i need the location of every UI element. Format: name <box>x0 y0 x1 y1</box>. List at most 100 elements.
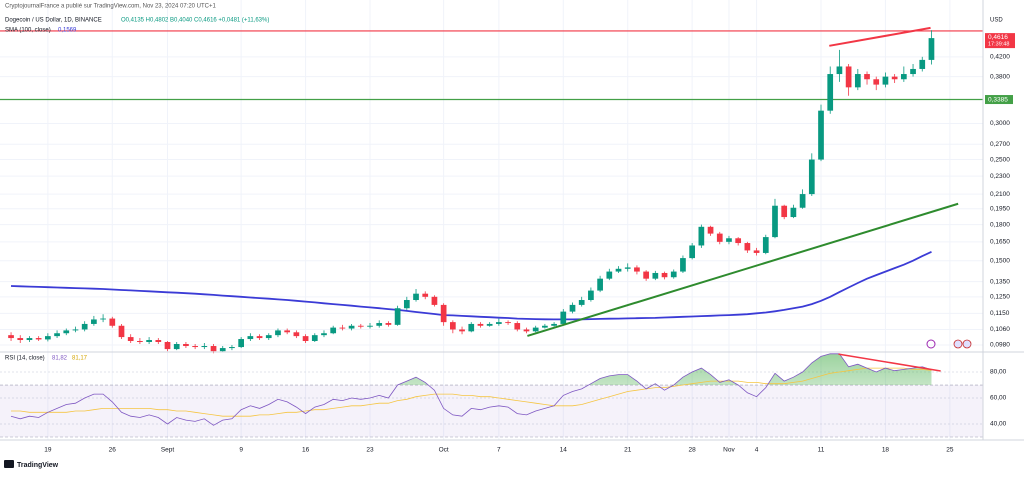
rsi-ma-line <box>11 367 932 417</box>
candle-body <box>744 243 751 251</box>
candle-body <box>928 38 935 60</box>
candle-body <box>247 336 254 340</box>
candle-body <box>762 237 769 253</box>
flag-icon <box>962 339 972 349</box>
y-tick-label: 0,1950 <box>990 205 1010 212</box>
x-tick-label: 4 <box>755 447 759 454</box>
candle-body <box>615 268 622 272</box>
rsi-overbought-fill <box>11 353 932 386</box>
x-tick-label: 16 <box>302 447 310 454</box>
candle-body <box>219 348 226 352</box>
candle-body <box>431 296 438 305</box>
x-tick-label: 26 <box>109 447 117 454</box>
candle-body <box>781 205 788 218</box>
candle-body <box>403 300 410 309</box>
level-label: 0,3385 <box>988 96 1008 103</box>
candle-body <box>357 325 364 327</box>
candle-body <box>707 226 714 234</box>
candle-body <box>542 325 548 328</box>
flag-icon <box>953 339 963 349</box>
trendline <box>829 26 931 47</box>
rsi-line <box>10 353 932 426</box>
candle-body <box>330 327 337 334</box>
candle-body <box>827 74 834 111</box>
candle-body <box>293 332 300 337</box>
y-tick-label: 0,1150 <box>990 310 1010 317</box>
candle-body <box>229 347 235 349</box>
rsi-tick-label: 40,00 <box>990 421 1007 428</box>
candle-body <box>588 290 594 301</box>
y-tick-label: 0,1800 <box>990 221 1010 228</box>
y-tick-label: 0,1060 <box>990 326 1010 333</box>
y-tick-label: 0,2500 <box>990 156 1010 163</box>
candle-body <box>735 238 742 244</box>
candle-body <box>348 325 355 329</box>
candle-body <box>496 322 502 324</box>
last-price-label: 0,4616 <box>988 34 1008 41</box>
x-tick-label: 28 <box>689 447 697 454</box>
y-tick-label: 0,3000 <box>990 120 1010 127</box>
candle-body <box>339 327 346 329</box>
x-tick-label: 14 <box>560 447 568 454</box>
x-tick-label: Sept <box>161 447 175 454</box>
y-tick-label: 0,1650 <box>990 239 1010 246</box>
candle-body <box>109 318 116 326</box>
trendline <box>527 202 959 337</box>
candle-body <box>606 271 613 279</box>
candle-body <box>302 336 309 342</box>
candle-body <box>413 293 419 301</box>
level-label-box <box>985 95 1013 105</box>
brand: TradingView <box>17 462 59 469</box>
candle-body <box>146 340 152 342</box>
candle-body <box>201 346 208 348</box>
candle-body <box>311 335 318 342</box>
candle-body <box>275 330 281 336</box>
candle-body <box>661 272 668 278</box>
x-tick-label: 23 <box>366 447 374 454</box>
candle-body <box>127 337 134 342</box>
candle-body <box>845 66 852 88</box>
rsi-tick-label: 80,00 <box>990 369 1007 376</box>
candle-body <box>680 258 686 272</box>
currency: USD <box>990 18 1003 24</box>
candle-body <box>118 325 125 338</box>
candle-body <box>910 68 916 75</box>
publisher: CryptojournalFrance a publié sur Trading… <box>5 4 217 10</box>
candle-body <box>486 323 493 326</box>
candle-body <box>72 329 79 331</box>
plot <box>0 26 983 438</box>
candle-body <box>818 110 824 160</box>
x-tick-label: 21 <box>624 447 632 454</box>
x-tick-label: Nov <box>723 447 735 454</box>
candle-body <box>891 76 898 80</box>
candle-body <box>698 226 705 246</box>
y-tick-label: 0,2300 <box>990 173 1010 180</box>
candle-body <box>173 343 180 350</box>
candle-body <box>376 323 383 326</box>
candle-body <box>624 267 631 269</box>
candle-body <box>514 323 521 330</box>
y-tick-label: 0,2700 <box>990 141 1010 148</box>
candle-body <box>799 194 806 208</box>
candle-body <box>265 335 272 339</box>
candle-body <box>477 323 484 326</box>
x-tick-label: 7 <box>497 447 501 454</box>
candle-body <box>772 205 778 238</box>
candle-body <box>54 333 60 337</box>
y-tick-label: 0,1350 <box>990 278 1010 285</box>
candle-body <box>35 338 42 340</box>
candle-body <box>26 338 33 341</box>
candle-body <box>634 267 640 272</box>
candle-body <box>155 340 162 342</box>
rsi-ma-value: 81,17 <box>72 356 88 362</box>
candle-body <box>17 338 24 341</box>
y-tick-label: 0,1500 <box>990 257 1010 264</box>
candle-body <box>91 319 97 324</box>
rsi-legend: RSI (14, close) <box>5 356 45 362</box>
candle-body <box>882 76 889 85</box>
y-tick-label: 0,0980 <box>990 342 1010 349</box>
x-tick-label: 9 <box>239 447 243 454</box>
brand-logo <box>4 460 14 468</box>
candle-body <box>164 341 171 350</box>
